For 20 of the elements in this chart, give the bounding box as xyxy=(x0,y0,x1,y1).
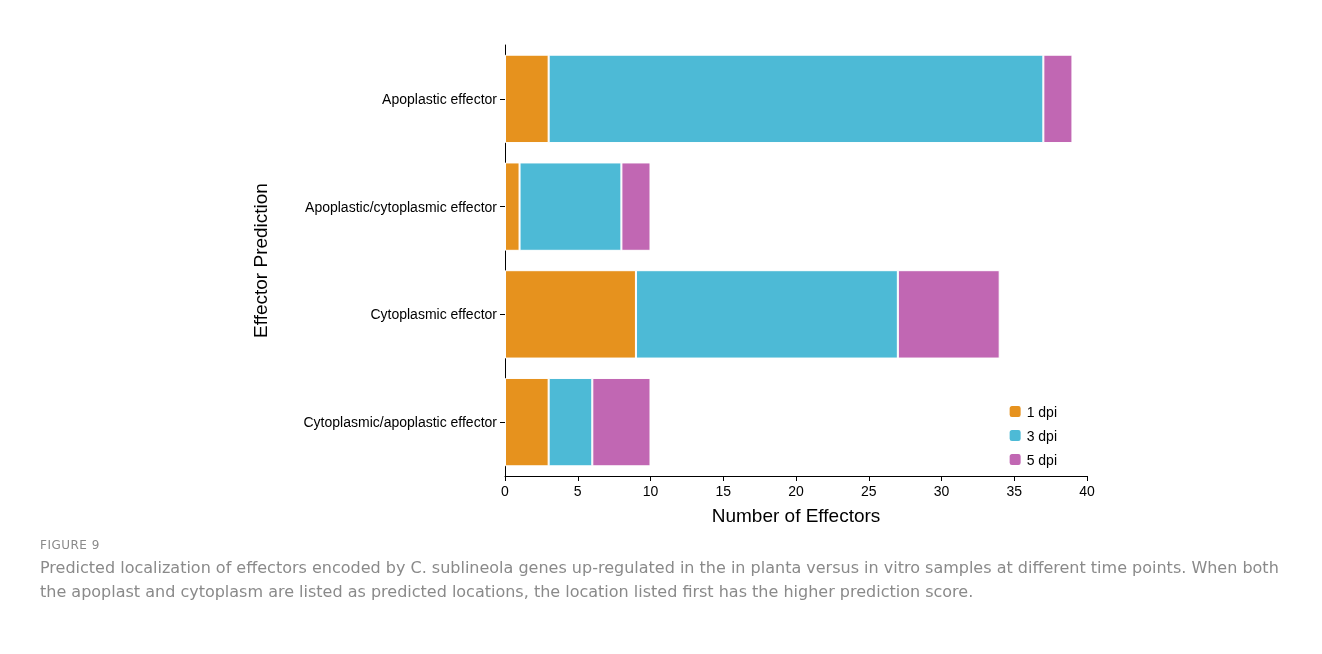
y-tick-label: Apoplastic/cytoplasmic effector xyxy=(305,198,498,215)
x-axis-title: Number of Effectors xyxy=(711,505,881,526)
caption: FIGURE 9 xyxy=(40,538,101,552)
x-tick-label: 5 xyxy=(573,483,582,499)
x-tick-label: 15 xyxy=(715,483,732,499)
x-tick-label: 25 xyxy=(860,483,877,499)
x-tick-label: 40 xyxy=(1079,483,1095,499)
text: Predicted localization of effectors encoded by C. sublineola genes up-regulated in the in planta versus in vitro samples at different time points. When both the apoplast and cytoplasm are listed as predicted locations, the location listed first has the higher prediction score. xyxy=(40,557,1280,603)
x-tick-label: 20 xyxy=(788,483,804,499)
y-tick-label: Apoplastic effector xyxy=(382,90,498,107)
x-tick-label: 35 xyxy=(1006,483,1023,499)
y-axis-title: Effector Prediction xyxy=(250,183,271,338)
legend-label: 3 dpi xyxy=(1026,427,1057,444)
x-tick-label: 30 xyxy=(933,483,950,499)
x-tick-label: 10 xyxy=(642,483,659,499)
y-tick-label: Cytoplasmic effector xyxy=(370,306,498,323)
y-tick-label: Cytoplasmic/apoplastic effector xyxy=(303,414,498,431)
x-tick-label: 0 xyxy=(501,483,510,499)
legend-label: 5 dpi xyxy=(1026,451,1057,468)
legend-label: 1 dpi xyxy=(1026,403,1057,420)
